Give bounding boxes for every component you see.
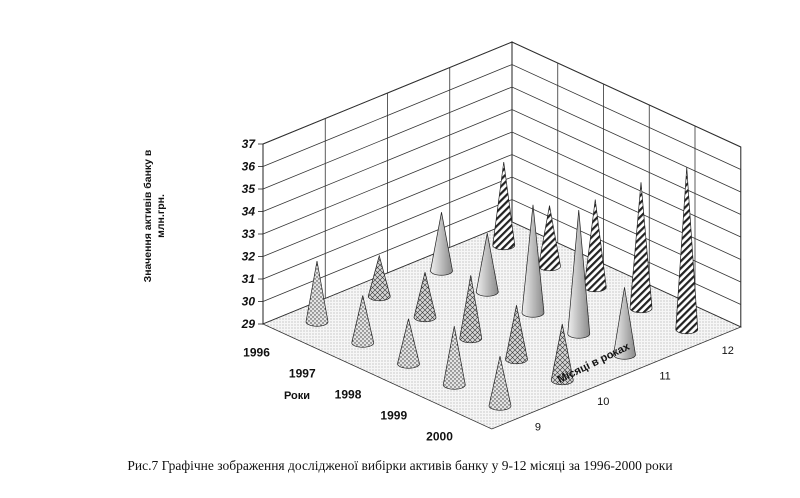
year-tick-label: 1998 [335,388,362,402]
chart-floor [261,221,742,430]
month-tick-label: 12 [722,345,734,357]
cone-1999-month-12 [629,182,653,314]
cone-body [442,326,466,390]
z-gridline [262,154,741,260]
month-tick-label: 9 [535,421,541,433]
z-tick-label: 37 [242,137,257,151]
year-tick-label: 1997 [289,367,316,381]
month-tick-label: 10 [597,396,609,408]
z-gridline [262,199,741,305]
cone-1999-month-11 [567,209,591,339]
cone-body [505,305,528,365]
cone-1996-month-11 [430,212,453,276]
year-axis-title: Роки [284,390,310,402]
year-tick-label: 1999 [380,409,407,423]
cone-1997-month-11 [475,233,499,297]
z-axis-title-line-2: млн.грн. [155,194,167,238]
cone-1997-month-10 [413,272,437,323]
cone-1998-month-10 [459,275,483,344]
cone-1996-month-12 [492,161,516,251]
cone-body [351,295,375,348]
z-tick-label: 30 [242,295,256,309]
cone-body [567,209,591,339]
month-tick-label: 11 [659,370,670,382]
z-tick-label: 34 [242,205,256,219]
z-tick-label: 32 [242,250,256,264]
cone-1998-month-9 [397,318,420,369]
cone-1997-month-9 [351,295,375,348]
cone-body [488,356,512,411]
z-axis-ticks: 29 30 31 32 33 34 35 36 37 [241,137,263,331]
figure-caption: Рис.7 Графічне зображення дослідженої ви… [127,458,673,473]
z-tick-label: 33 [242,227,256,241]
cone-2000-month-12 [675,167,699,335]
cone-2000-month-10 [550,323,574,386]
cone-2000-month-11 [613,287,636,360]
cone-body [430,212,453,276]
z-gridline [262,176,741,283]
z-axis-title: Значення активів банку вмлн.грн. [142,149,167,282]
z-gridline [262,64,741,170]
z-gridline [262,41,741,148]
cone-1999-month-9 [442,326,466,390]
cone-body [550,323,574,386]
cone-2000-month-9 [488,356,512,411]
cone-body [675,167,699,335]
z-tick-label: 31 [242,272,256,286]
cone-body [492,161,516,251]
cone-1996-month-10 [367,254,391,302]
cone-1999-month-10 [505,305,528,365]
cone-body [475,233,499,297]
z-gridline [262,131,741,238]
z-gridline [262,86,741,193]
chart-cones [305,161,699,411]
z-gridline [262,109,741,215]
cone-1996-month-9 [305,260,329,327]
cone-1998-month-11 [521,204,545,318]
cone-body [305,260,329,327]
month-axis-ticks: 9 10 11 12 [535,345,734,434]
cone-body [413,272,437,323]
z-axis-title-line-1: Значення активів банку в [142,149,154,282]
cone-body [629,182,653,314]
cone-body [397,318,420,369]
cone-body [521,204,545,318]
cone-body [613,287,636,360]
z-tick-label: 35 [242,182,256,196]
floor-plane [261,221,742,430]
cone-body [367,254,391,302]
z-tick-label: 29 [241,317,256,331]
z-tick-label: 36 [242,160,256,174]
year-tick-label: 2000 [426,430,453,444]
cone-body [459,275,483,344]
year-tick-label: 1996 [243,346,270,360]
year-axis-ticks: 1996 1997 1998 1999 2000 [243,346,453,444]
